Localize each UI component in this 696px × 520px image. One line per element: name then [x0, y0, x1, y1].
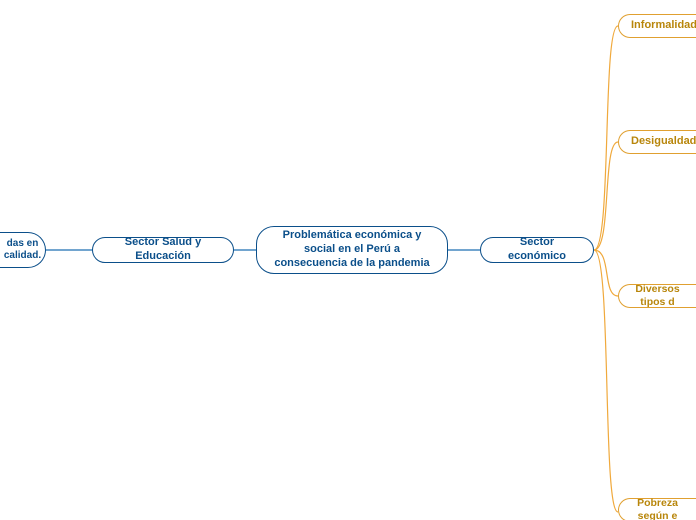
- branch-salud-educacion[interactable]: Sector Salud y Educación: [92, 237, 234, 263]
- leaf-label: Desigualdad:: [631, 135, 696, 149]
- branch-label: Sector económico: [493, 236, 581, 264]
- leaf-diversos-tipos[interactable]: Diversos tipos d: [618, 284, 696, 308]
- branch-label: Sector Salud y Educación: [105, 236, 221, 264]
- leaf-pobreza[interactable]: Pobreza según e: [618, 498, 696, 520]
- leaf-label: Pobreza según e: [631, 497, 684, 520]
- leaf-desigualdad[interactable]: Desigualdad:: [618, 130, 696, 154]
- partial-label: das en calidad.: [4, 238, 41, 263]
- central-topic-label: Problemática económica y social en el Pe…: [269, 229, 435, 270]
- central-topic[interactable]: Problemática económica y social en el Pe…: [256, 226, 448, 274]
- branch-economico[interactable]: Sector económico: [480, 237, 594, 263]
- branch-salud-child-partial[interactable]: das en calidad.: [0, 232, 46, 268]
- leaf-label: Diversos tipos d: [631, 283, 684, 309]
- leaf-informalidad[interactable]: Informalidad:: [618, 14, 696, 38]
- leaf-label: Informalidad:: [631, 19, 696, 33]
